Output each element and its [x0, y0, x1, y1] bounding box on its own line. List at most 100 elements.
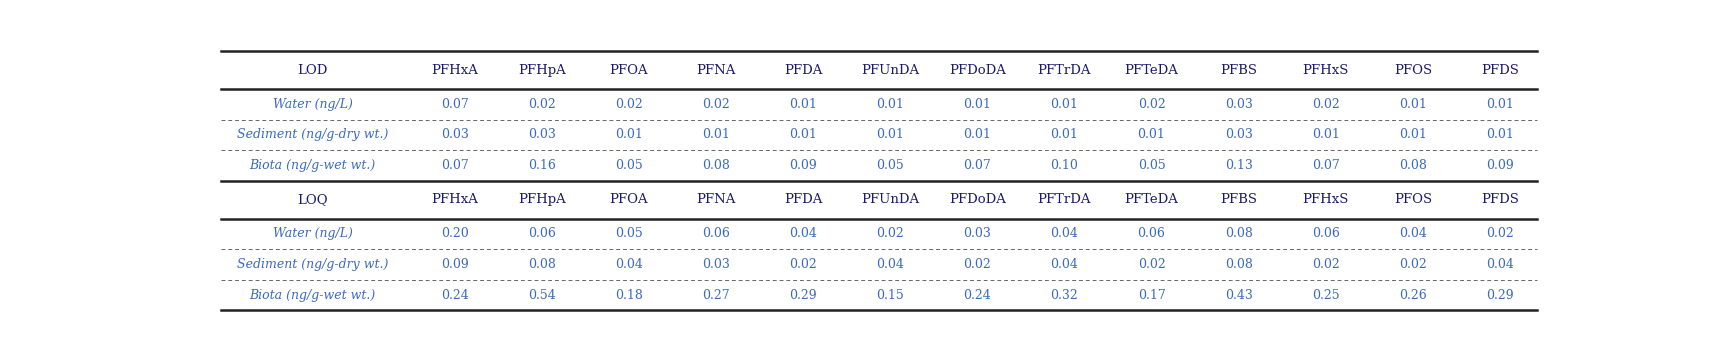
Text: 0.06: 0.06 [1311, 227, 1339, 240]
Text: 0.04: 0.04 [1051, 258, 1078, 271]
Text: PFTrDA: PFTrDA [1037, 64, 1090, 77]
Text: 0.25: 0.25 [1311, 289, 1339, 301]
Text: 0.08: 0.08 [1224, 258, 1251, 271]
Text: 0.05: 0.05 [615, 227, 643, 240]
Text: 0.29: 0.29 [788, 289, 816, 301]
Text: 0.02: 0.02 [963, 258, 991, 271]
Text: 0.02: 0.02 [1136, 98, 1166, 111]
Text: 0.01: 0.01 [963, 98, 991, 111]
Text: 0.02: 0.02 [1311, 98, 1339, 111]
Text: 0.06: 0.06 [1136, 227, 1166, 240]
Text: PFHpA: PFHpA [518, 193, 566, 206]
Text: Sediment (ng/g-dry wt.): Sediment (ng/g-dry wt.) [237, 258, 387, 271]
Text: 0.07: 0.07 [1311, 159, 1339, 172]
Text: 0.13: 0.13 [1224, 159, 1251, 172]
Text: 0.01: 0.01 [1311, 129, 1339, 141]
Text: 0.02: 0.02 [528, 98, 555, 111]
Text: 0.43: 0.43 [1224, 289, 1251, 301]
Text: 0.01: 0.01 [788, 98, 816, 111]
Text: PFNA: PFNA [696, 193, 735, 206]
Text: 0.02: 0.02 [615, 98, 643, 111]
Text: 0.02: 0.02 [876, 227, 903, 240]
Text: LOD: LOD [297, 64, 327, 77]
Text: PFBS: PFBS [1219, 193, 1256, 206]
Text: 0.04: 0.04 [615, 258, 643, 271]
Text: PFTeDA: PFTeDA [1124, 193, 1178, 206]
Text: 0.01: 0.01 [1051, 129, 1078, 141]
Text: PFTrDA: PFTrDA [1037, 193, 1090, 206]
Text: PFNA: PFNA [696, 64, 735, 77]
Text: 0.26: 0.26 [1399, 289, 1426, 301]
Text: 0.29: 0.29 [1486, 289, 1513, 301]
Text: 0.01: 0.01 [1484, 129, 1513, 141]
Text: PFDS: PFDS [1481, 64, 1519, 77]
Text: 0.01: 0.01 [876, 129, 903, 141]
Text: 0.01: 0.01 [1136, 129, 1166, 141]
Text: 0.32: 0.32 [1051, 289, 1078, 301]
Text: 0.18: 0.18 [615, 289, 643, 301]
Text: 0.54: 0.54 [528, 289, 555, 301]
Text: 0.09: 0.09 [788, 159, 816, 172]
Text: PFOS: PFOS [1393, 193, 1431, 206]
Text: 0.03: 0.03 [701, 258, 730, 271]
Text: PFTeDA: PFTeDA [1124, 64, 1178, 77]
Text: PFDA: PFDA [783, 193, 821, 206]
Text: 0.24: 0.24 [963, 289, 991, 301]
Text: 0.06: 0.06 [528, 227, 555, 240]
Text: PFHxS: PFHxS [1301, 64, 1349, 77]
Text: Biota (ng/g-wet wt.): Biota (ng/g-wet wt.) [250, 289, 375, 301]
Text: 0.02: 0.02 [1486, 227, 1513, 240]
Text: 0.01: 0.01 [788, 129, 816, 141]
Text: 0.05: 0.05 [876, 159, 903, 172]
Text: LOQ: LOQ [297, 193, 327, 206]
Text: 0.20: 0.20 [440, 227, 468, 240]
Text: 0.07: 0.07 [963, 159, 991, 172]
Text: 0.04: 0.04 [788, 227, 816, 240]
Text: 0.27: 0.27 [701, 289, 730, 301]
Text: PFDoDA: PFDoDA [948, 64, 1004, 77]
Text: PFHxA: PFHxA [430, 193, 478, 206]
Text: Sediment (ng/g-dry wt.): Sediment (ng/g-dry wt.) [237, 129, 387, 141]
Text: 0.16: 0.16 [528, 159, 555, 172]
Text: 0.01: 0.01 [1399, 129, 1426, 141]
Text: 0.04: 0.04 [1484, 258, 1513, 271]
Text: 0.01: 0.01 [876, 98, 903, 111]
Text: 0.06: 0.06 [701, 227, 730, 240]
Text: 0.02: 0.02 [1311, 258, 1339, 271]
Text: 0.03: 0.03 [528, 129, 555, 141]
Text: 0.08: 0.08 [701, 159, 730, 172]
Text: 0.09: 0.09 [1486, 159, 1513, 172]
Text: PFDA: PFDA [783, 64, 821, 77]
Text: PFUnDA: PFUnDA [860, 193, 919, 206]
Text: PFDoDA: PFDoDA [948, 193, 1004, 206]
Text: 0.24: 0.24 [440, 289, 468, 301]
Text: 0.03: 0.03 [963, 227, 991, 240]
Text: 0.01: 0.01 [1051, 98, 1078, 111]
Text: 0.01: 0.01 [615, 129, 643, 141]
Text: Water (ng/L): Water (ng/L) [273, 227, 353, 240]
Text: PFOA: PFOA [608, 64, 648, 77]
Text: 0.01: 0.01 [963, 129, 991, 141]
Text: PFOA: PFOA [608, 193, 648, 206]
Text: 0.05: 0.05 [615, 159, 643, 172]
Text: 0.04: 0.04 [1399, 227, 1426, 240]
Text: PFDS: PFDS [1481, 193, 1519, 206]
Text: 0.01: 0.01 [701, 129, 730, 141]
Text: 0.03: 0.03 [1224, 98, 1251, 111]
Text: PFUnDA: PFUnDA [860, 64, 919, 77]
Text: 0.05: 0.05 [1136, 159, 1166, 172]
Text: 0.17: 0.17 [1136, 289, 1166, 301]
Text: 0.08: 0.08 [1399, 159, 1426, 172]
Text: 0.02: 0.02 [1136, 258, 1166, 271]
Text: 0.07: 0.07 [440, 98, 468, 111]
Text: 0.02: 0.02 [701, 98, 730, 111]
Text: PFHxS: PFHxS [1301, 193, 1349, 206]
Text: Biota (ng/g-wet wt.): Biota (ng/g-wet wt.) [250, 159, 375, 172]
Text: PFHxA: PFHxA [430, 64, 478, 77]
Text: Water (ng/L): Water (ng/L) [273, 98, 353, 111]
Text: 0.04: 0.04 [876, 258, 903, 271]
Text: 0.02: 0.02 [1399, 258, 1426, 271]
Text: 0.07: 0.07 [440, 159, 468, 172]
Text: PFBS: PFBS [1219, 64, 1256, 77]
Text: 0.04: 0.04 [1051, 227, 1078, 240]
